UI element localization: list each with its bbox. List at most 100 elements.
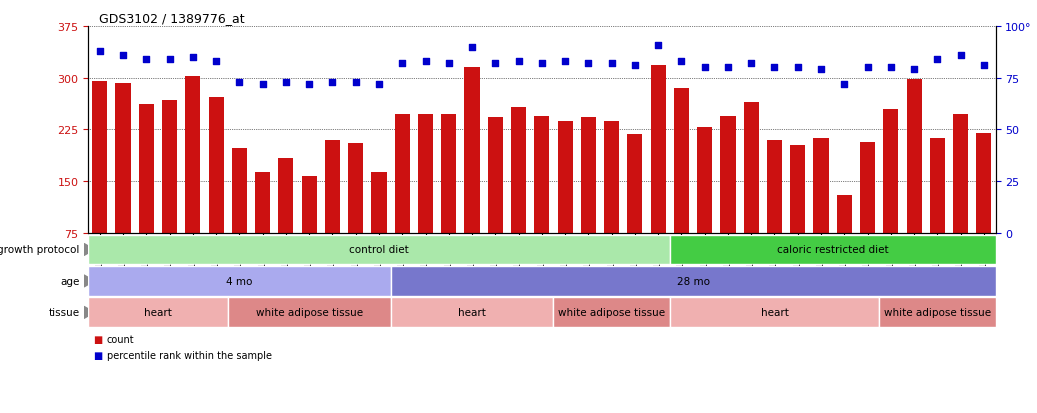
Text: control diet: control diet: [349, 245, 409, 255]
Point: [464, 44, 480, 51]
Bar: [255, 173, 271, 285]
Text: white adipose tissue: white adipose tissue: [255, 308, 363, 318]
Text: 4 mo: 4 mo: [226, 276, 253, 286]
Point: [394, 61, 411, 67]
Point: [720, 65, 736, 71]
Bar: [511, 107, 526, 285]
Bar: [391, 266, 996, 296]
Point: [697, 65, 713, 71]
Bar: [418, 114, 433, 285]
Text: tissue: tissue: [49, 308, 80, 318]
Text: percentile rank within the sample: percentile rank within the sample: [107, 351, 272, 361]
Bar: [860, 142, 875, 285]
Text: age: age: [60, 276, 80, 286]
Text: heart: heart: [760, 308, 788, 318]
Point: [278, 79, 295, 86]
Bar: [88, 235, 670, 265]
Bar: [790, 145, 806, 285]
Bar: [534, 116, 550, 285]
Bar: [767, 140, 782, 285]
Bar: [88, 298, 228, 328]
Text: white adipose tissue: white adipose tissue: [884, 308, 991, 318]
Point: [417, 59, 433, 65]
Point: [836, 81, 852, 88]
Point: [650, 42, 667, 49]
Point: [347, 79, 364, 86]
Text: white adipose tissue: white adipose tissue: [558, 308, 665, 318]
Bar: [930, 138, 945, 285]
Text: heart: heart: [458, 308, 486, 318]
Point: [325, 79, 341, 86]
Bar: [879, 298, 996, 328]
Bar: [465, 68, 479, 285]
Point: [91, 48, 108, 55]
Point: [162, 57, 178, 63]
Text: growth protocol: growth protocol: [0, 245, 80, 255]
Bar: [837, 195, 851, 285]
Point: [301, 81, 317, 88]
Point: [115, 52, 132, 59]
Point: [441, 61, 457, 67]
Point: [510, 59, 527, 65]
Bar: [278, 159, 293, 285]
Bar: [228, 298, 391, 328]
Bar: [670, 298, 879, 328]
Bar: [348, 144, 363, 285]
Bar: [371, 173, 387, 285]
Bar: [721, 116, 735, 285]
Bar: [325, 140, 340, 285]
Bar: [976, 133, 991, 285]
Point: [673, 59, 690, 65]
Bar: [232, 149, 247, 285]
Text: ■: ■: [93, 334, 103, 344]
Bar: [186, 77, 200, 285]
Bar: [395, 114, 410, 285]
Bar: [208, 98, 224, 285]
Bar: [627, 135, 643, 285]
Point: [929, 57, 946, 63]
Bar: [487, 118, 503, 285]
Polygon shape: [84, 275, 94, 287]
Bar: [92, 82, 108, 285]
Bar: [558, 122, 572, 285]
Bar: [605, 122, 619, 285]
Bar: [670, 235, 996, 265]
Bar: [906, 80, 922, 285]
Point: [580, 61, 596, 67]
Polygon shape: [84, 307, 94, 318]
Bar: [139, 104, 153, 285]
Bar: [581, 118, 596, 285]
Bar: [162, 100, 177, 285]
Bar: [884, 109, 898, 285]
Bar: [391, 298, 554, 328]
Point: [742, 61, 759, 67]
Bar: [813, 139, 829, 285]
Point: [766, 65, 783, 71]
Text: count: count: [107, 334, 135, 344]
Bar: [697, 128, 712, 285]
Point: [254, 81, 271, 88]
Bar: [554, 298, 670, 328]
Point: [487, 61, 504, 67]
Point: [533, 61, 550, 67]
Point: [789, 65, 806, 71]
Text: ■: ■: [93, 351, 103, 361]
Bar: [674, 89, 689, 285]
Point: [976, 63, 992, 69]
Point: [626, 63, 643, 69]
Point: [207, 59, 224, 65]
Point: [860, 65, 876, 71]
Bar: [302, 177, 316, 285]
Point: [185, 55, 201, 61]
Text: GDS3102 / 1389776_at: GDS3102 / 1389776_at: [99, 12, 244, 25]
Point: [882, 65, 899, 71]
Bar: [744, 102, 759, 285]
Polygon shape: [84, 244, 94, 256]
Point: [604, 61, 620, 67]
Point: [813, 67, 830, 74]
Point: [952, 52, 969, 59]
Bar: [650, 66, 666, 285]
Bar: [953, 115, 969, 285]
Point: [905, 67, 922, 74]
Text: caloric restricted diet: caloric restricted diet: [777, 245, 889, 255]
